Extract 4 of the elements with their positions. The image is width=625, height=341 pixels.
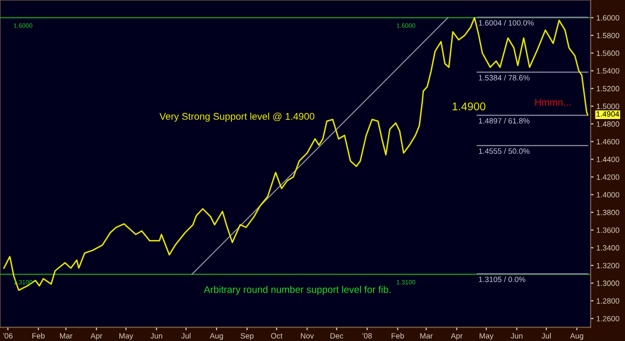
annotation: Hmmn... <box>535 98 570 106</box>
annotation: 1.4900 <box>452 102 486 110</box>
annotation: Arbitrary round number support level for fib. <box>204 286 390 295</box>
annotation: Very Strong Support level @ 1.4900 <box>160 112 314 122</box>
